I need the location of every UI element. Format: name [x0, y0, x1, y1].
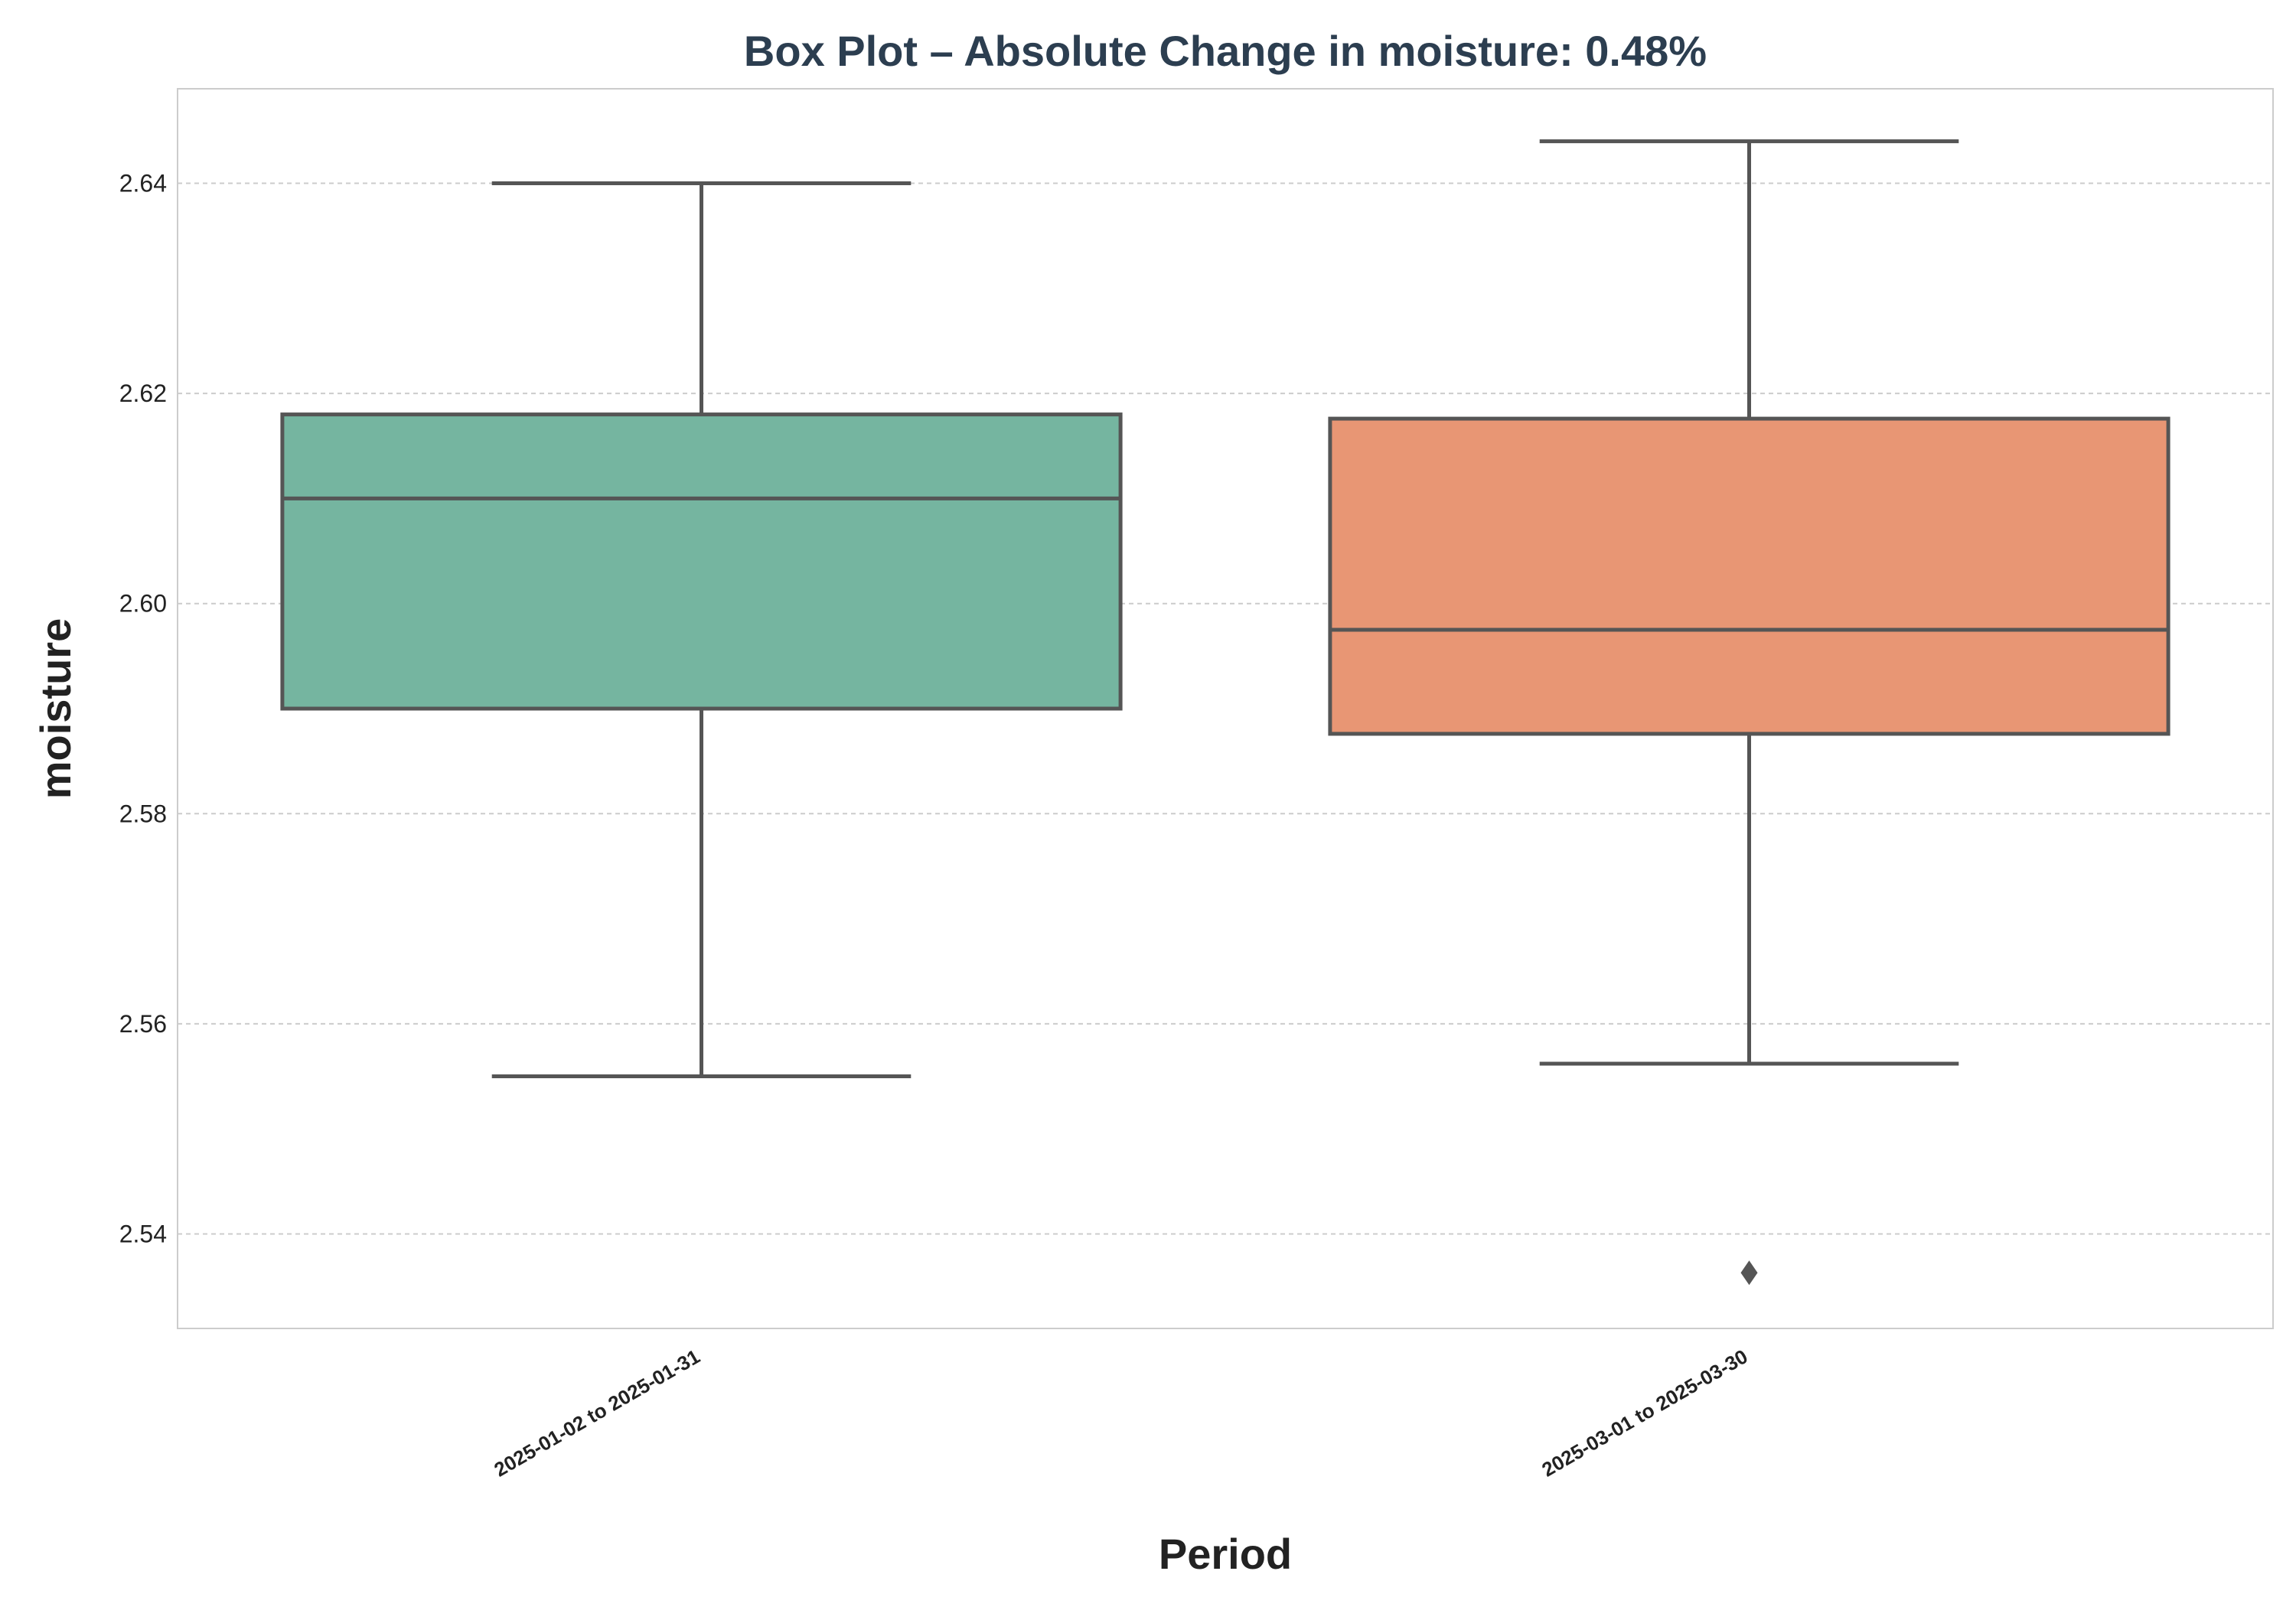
x-tick-label: 2025-01-02 to 2025-01-31	[490, 1345, 703, 1481]
y-tick-label: 2.60	[119, 590, 167, 618]
y-tick-label: 2.54	[119, 1220, 167, 1247]
y-tick-label: 2.64	[119, 170, 167, 197]
grid-lines	[178, 182, 2273, 1235]
y-tick-label: 2.62	[119, 380, 167, 407]
box-group	[1328, 139, 2170, 1286]
boxes	[280, 139, 2170, 1286]
outlier-marker	[1740, 1260, 1758, 1286]
x-tick-labels: 2025-01-02 to 2025-01-31 2025-03-01 to 20…	[490, 1345, 1751, 1481]
y-tick-label: 2.56	[119, 1010, 167, 1038]
y-axis-label: moisture	[31, 618, 80, 800]
x-tick-label: 2025-03-01 to 2025-03-30	[1538, 1345, 1751, 1481]
iqr-box	[280, 412, 1123, 711]
y-tick-labels: 2.54 2.56 2.58 2.60 2.62 2.64	[119, 170, 167, 1248]
box-group	[280, 181, 1123, 1079]
iqr-box	[1328, 416, 2170, 736]
y-tick-label: 2.58	[119, 800, 167, 827]
x-axis-label: Period	[1159, 1530, 1292, 1578]
chart-title: Box Plot – Absolute Change in moisture: …	[744, 27, 1707, 75]
